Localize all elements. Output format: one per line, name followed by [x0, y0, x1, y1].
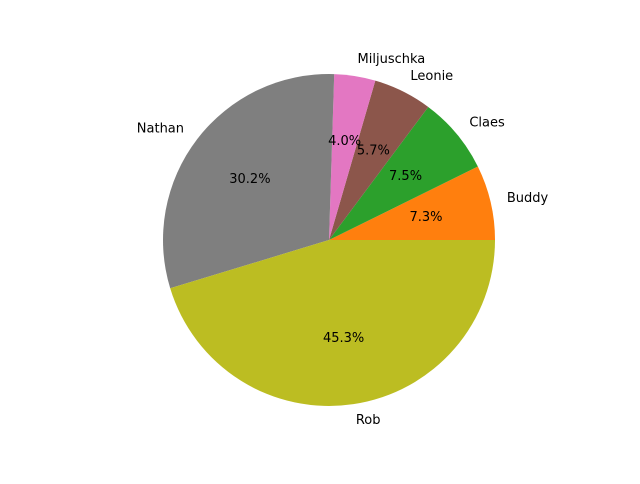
- slice-label-rob: Rob: [356, 413, 381, 428]
- slice-percent-buddy: 7.3%: [409, 210, 442, 225]
- pie-slice-buddy: [329, 166, 495, 240]
- slice-percent-leonie: 5.7%: [357, 143, 390, 158]
- slice-label-nathan: Nathan: [137, 121, 184, 136]
- slice-percent-nathan: 30.2%: [229, 172, 270, 187]
- slice-percent-rob: 45.3%: [323, 331, 364, 346]
- slice-label-leonie: Leonie: [410, 69, 453, 84]
- labels-layer: Buddy 7.3% Claes 7.5% Leonie 5.7% Miljuschka 4.…: [137, 52, 549, 428]
- slice-label-miljuschka: Miljuschka: [358, 52, 426, 67]
- pie-slice-nathan: [163, 73, 335, 289]
- slice-percent-miljuschka: 4.0%: [328, 134, 361, 149]
- pie-slice-rob: [170, 240, 495, 406]
- pie-slice-miljuschka: [329, 74, 376, 240]
- pie-slice-leonie: [329, 80, 429, 240]
- slice-label-buddy: Buddy: [507, 191, 549, 206]
- slice-percent-claes: 7.5%: [389, 169, 422, 184]
- pie-slice-claes: [329, 106, 478, 240]
- slice-label-claes: Claes: [469, 116, 505, 131]
- slices-layer: [163, 73, 495, 406]
